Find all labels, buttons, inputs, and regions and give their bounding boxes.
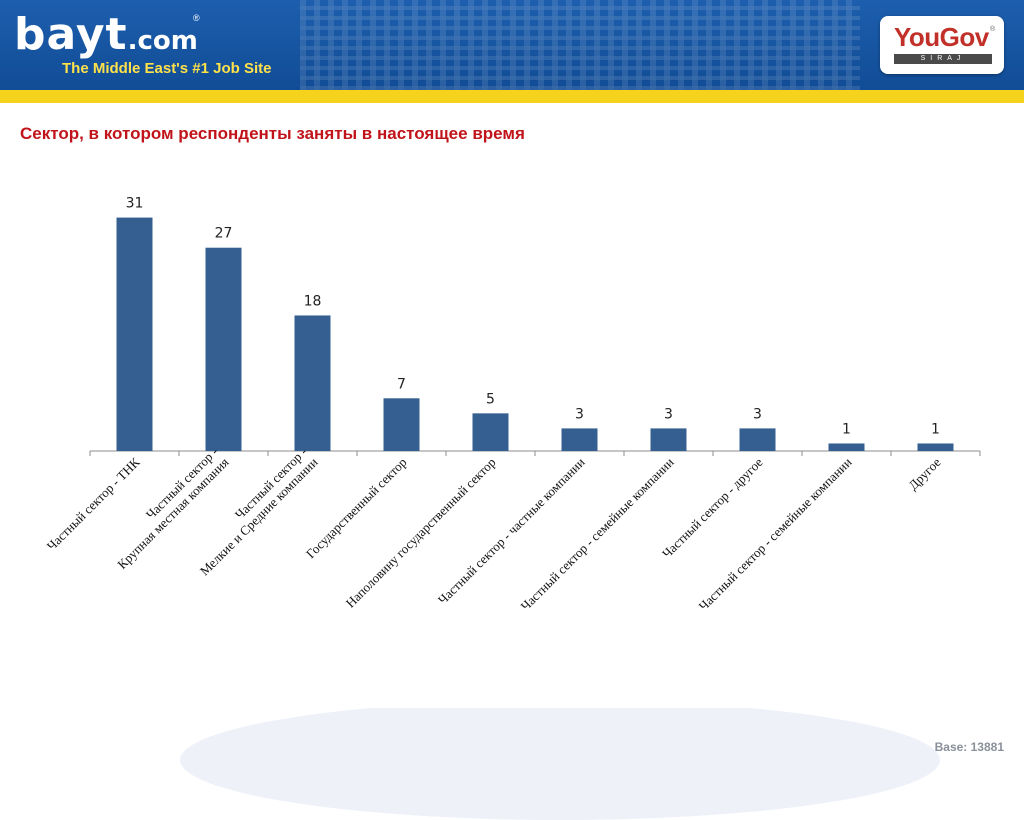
bar [205, 247, 242, 451]
logo-text: bayt [14, 9, 128, 60]
bar [561, 428, 598, 451]
chart-area: 31 Частный сектор - ТНК 27 Частный сектор -… [14, 170, 996, 708]
data-label: 1 [931, 421, 940, 437]
bayt-logo[interactable]: bayt.com [14, 10, 198, 66]
logo-suffix: .com [127, 26, 198, 56]
yellow-stripe [0, 90, 1024, 103]
category-label: Частный сектор - семейные компании [518, 454, 677, 613]
bar [294, 315, 331, 451]
data-label: 7 [397, 376, 406, 392]
header-pattern [300, 0, 860, 90]
yougov-wordmark: YouGov [894, 22, 989, 52]
bar [739, 428, 776, 451]
bar [828, 443, 865, 451]
data-label: 3 [664, 406, 673, 422]
category-label: Другое [905, 454, 943, 492]
data-label: 3 [753, 406, 762, 422]
tagline: The Middle East's #1 Job Site [62, 60, 272, 77]
category-label: Частный сектор - частные компании [435, 454, 588, 607]
bar [383, 398, 420, 451]
yougov-registered-mark: ® [990, 26, 996, 33]
data-label: 1 [842, 421, 851, 437]
data-label: 3 [575, 406, 584, 422]
registered-mark: ® [193, 13, 200, 23]
bar [472, 413, 509, 451]
page-title: Сектор, в котором респонденты заняты в н… [20, 124, 525, 143]
data-label: 5 [486, 391, 495, 407]
bar [917, 443, 954, 451]
category-label: Частный сектор - семейные компании [696, 454, 855, 613]
category-label: Государственный сектор [303, 455, 410, 562]
category-label: Наполовину государственный сектор [343, 455, 499, 611]
bar [650, 428, 687, 451]
category-label: Частный сектор - ТНК [44, 454, 143, 553]
category-label: Частный сектор - другое [659, 454, 766, 561]
background-swoosh [180, 700, 940, 820]
yougov-logo[interactable]: YouGov ® SIRAJ [880, 16, 1004, 74]
yougov-subtitle: SIRAJ [894, 54, 992, 64]
data-label: 18 [304, 293, 322, 309]
data-label: 27 [215, 226, 233, 242]
base-note: Base: 13881 [934, 740, 1004, 754]
bar [116, 217, 153, 451]
data-label: 31 [126, 196, 144, 212]
header-banner: bayt.com ® The Middle East's #1 Job Site… [0, 0, 1024, 90]
